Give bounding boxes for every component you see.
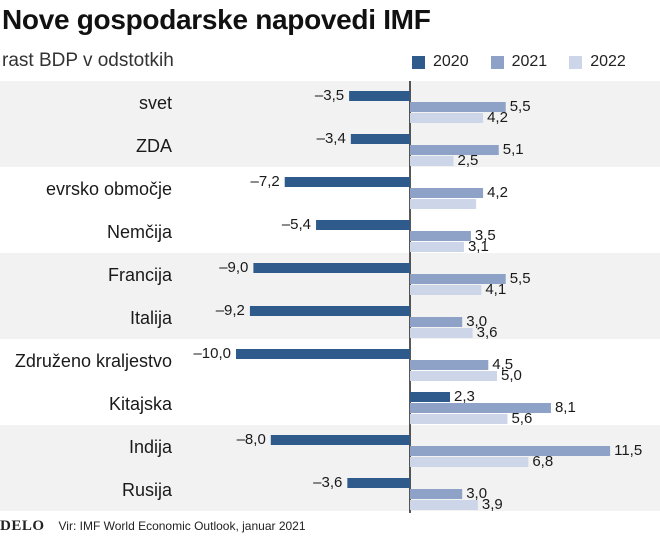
bar-2020 — [350, 134, 410, 144]
bar-2022 — [410, 414, 508, 424]
bar-2022 — [410, 500, 478, 510]
category-label: Francija — [108, 265, 173, 285]
bar-2022 — [410, 113, 484, 123]
data-label-2022: 3,1 — [468, 238, 489, 255]
bar-2020 — [253, 263, 410, 273]
legend-swatch-2022 — [569, 55, 583, 69]
bar-2020 — [316, 220, 410, 230]
bar-2020 — [236, 349, 410, 359]
data-label-2022: 6,8 — [532, 453, 553, 470]
category-label: Nemčija — [107, 222, 173, 242]
data-label-2022: 5,6 — [511, 410, 532, 427]
data-label-2021: 8,1 — [555, 399, 576, 416]
category-label: Italija — [130, 308, 173, 328]
bar-2021 — [410, 188, 484, 198]
data-label-2020: 2,3 — [454, 388, 475, 405]
category-label: Združeno kraljestvo — [15, 351, 172, 371]
bar-2022 — [410, 156, 454, 166]
legend-label-2022: 2022 — [590, 53, 626, 70]
data-label-2020: –5,4 — [282, 216, 311, 233]
bar-2022 — [410, 371, 497, 381]
bar-2021 — [410, 446, 611, 456]
bar-2021 — [410, 145, 499, 155]
bar-2020 — [284, 177, 410, 187]
data-label-2021: 5,1 — [503, 141, 524, 158]
data-label-2022: 2,5 — [458, 152, 479, 169]
bar-2020 — [349, 91, 410, 101]
legend-label-2021: 2021 — [511, 53, 548, 70]
bar-2021 — [410, 102, 506, 112]
data-label-2022: 3,9 — [482, 496, 503, 513]
data-label-2021: 5,5 — [510, 270, 531, 287]
data-label-2021: 3,0 — [466, 485, 487, 502]
chart-title: Nove gospodarske napovedi IMF — [2, 4, 431, 35]
legend: 2020 2021 2022 — [412, 53, 648, 71]
data-label-2020: –3,4 — [317, 130, 346, 147]
data-label-2021: 4,2 — [487, 184, 508, 201]
bar-2021 — [410, 274, 506, 284]
data-label-2021: 3,0 — [466, 313, 487, 330]
data-label-2020: –9,0 — [219, 259, 248, 276]
chart-subtitle: rast BDP v odstotkih — [2, 50, 174, 71]
bar-2021 — [410, 360, 489, 370]
legend-swatch-2020 — [412, 55, 425, 69]
bar-2020 — [270, 435, 410, 445]
data-label-2021: 5,5 — [510, 98, 531, 115]
data-label-2022: 4,2 — [487, 109, 508, 126]
data-label-2022: 3,6 — [477, 324, 498, 341]
legend-swatch-2021 — [490, 55, 504, 69]
bar-2021 — [410, 489, 463, 499]
category-label: evrsko območje — [46, 179, 172, 199]
legend-item-2021: 2021 — [490, 53, 548, 71]
data-label-2022: 5,0 — [501, 367, 522, 384]
category-label: svet — [139, 93, 172, 113]
bar-2022 — [410, 457, 529, 467]
data-label-2020: –3,6 — [313, 474, 342, 491]
legend-label-2020: 2020 — [433, 53, 469, 70]
data-label-2020: –9,2 — [216, 302, 245, 319]
category-label: Indija — [129, 437, 173, 457]
data-label-2020: –3,5 — [315, 87, 344, 104]
source-note: Vir: IMF World Economic Outlook, januar … — [58, 519, 306, 533]
legend-item-2022: 2022 — [569, 53, 626, 71]
data-label-2021: 11,5 — [614, 442, 642, 459]
legend-item-2020: 2020 — [412, 53, 469, 71]
bar-2020 — [249, 306, 410, 316]
bar-2021 — [410, 231, 471, 241]
bar-2021 — [410, 317, 463, 327]
bar-2020 — [347, 478, 410, 488]
bar-2022 — [410, 242, 464, 252]
category-label: Rusija — [122, 480, 173, 500]
category-label: Kitajska — [109, 394, 173, 414]
data-label-2020: –7,2 — [251, 173, 280, 190]
bar-2021 — [410, 403, 551, 413]
category-label: ZDA — [136, 136, 172, 156]
bar-2022-unlabeled — [410, 199, 477, 209]
footer: DELO Vir: IMF World Economic Outlook, ja… — [0, 515, 306, 537]
bar-2020 — [410, 392, 451, 402]
bar-2022 — [410, 328, 473, 338]
data-label-2020: –10,0 — [193, 345, 231, 362]
row-band — [0, 81, 660, 167]
data-label-2021: 3,5 — [475, 227, 496, 244]
data-label-2021: 4,5 — [492, 356, 513, 373]
data-label-2022: 4,1 — [485, 281, 506, 298]
bar-2022 — [410, 285, 482, 295]
brand-logo: DELO — [0, 517, 45, 534]
data-label-2020: –8,0 — [237, 431, 266, 448]
